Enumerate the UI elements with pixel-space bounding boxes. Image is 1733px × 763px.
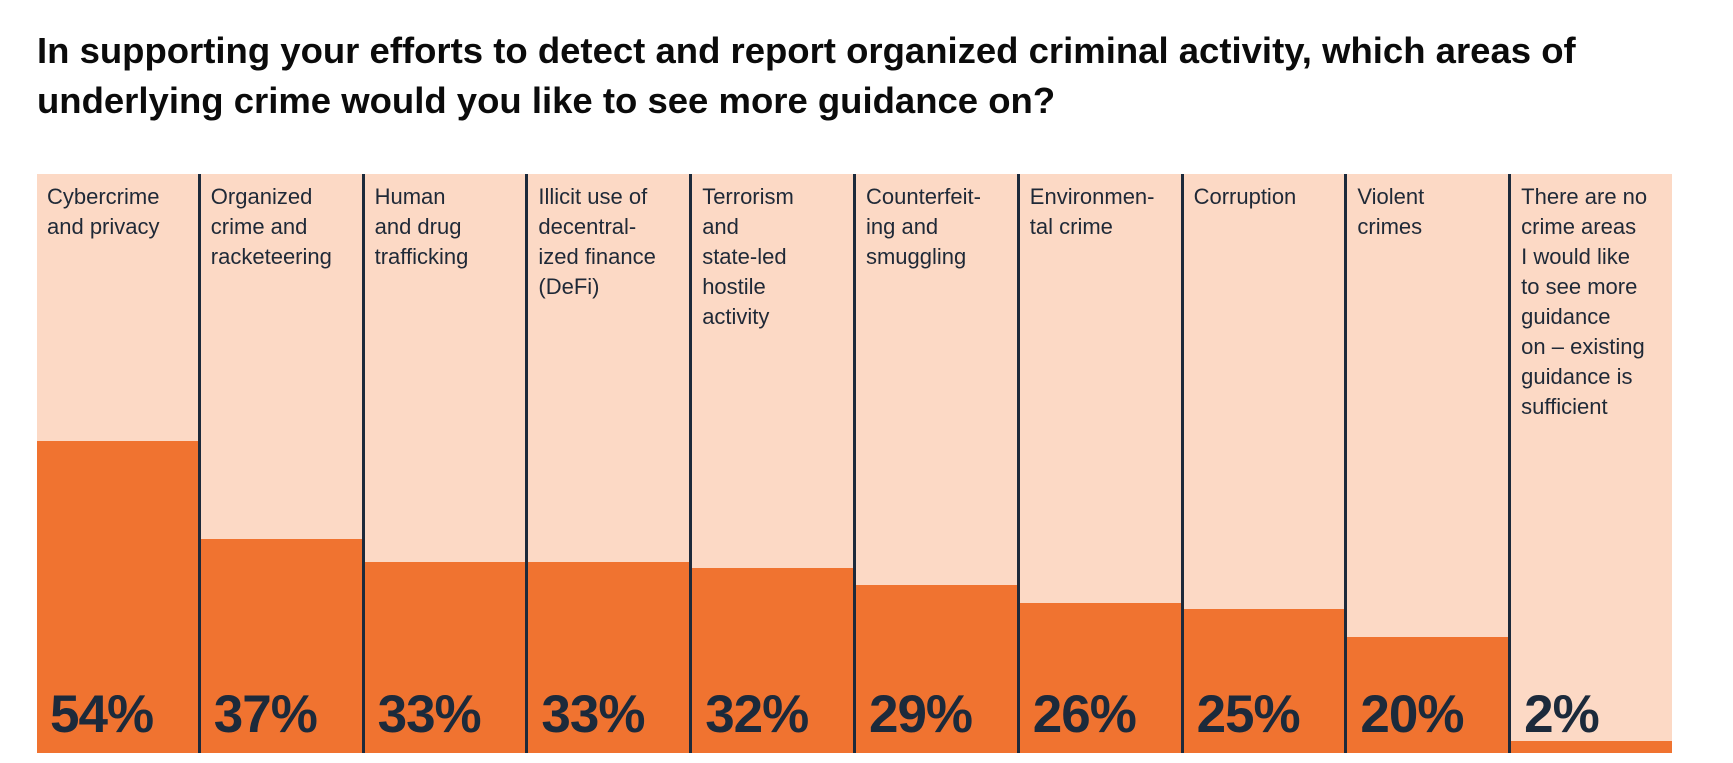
bar-column: Environmen- tal crime 26% xyxy=(1016,174,1181,753)
bar-column: Terrorism and state-led hostile activity… xyxy=(689,174,853,753)
bar-column: Counterfeit- ing and smuggling 29% xyxy=(852,174,1017,753)
value-label: 2% xyxy=(1524,685,1600,744)
category-label: Violent crimes xyxy=(1357,184,1425,239)
bar-column: Organized crime and racketeering 37% xyxy=(197,174,362,753)
category-label: Human and drug trafficking xyxy=(374,184,469,269)
category-label: Corruption xyxy=(1193,184,1297,209)
bar-column: Corruption 25% xyxy=(1180,174,1345,753)
bar xyxy=(528,562,690,753)
category-label: Terrorism and state-led hostile activity xyxy=(702,184,794,329)
bar xyxy=(1183,608,1345,753)
bar-column: Illicit use of decentral- ized finance (… xyxy=(525,174,690,753)
value-label: 26% xyxy=(1032,685,1137,744)
category-label: Counterfeit- ing and smuggling xyxy=(865,184,981,269)
bar xyxy=(364,562,526,753)
bar-column: There are no crime areas I would like to… xyxy=(1508,174,1672,753)
value-label: 33% xyxy=(377,685,482,744)
bar xyxy=(200,539,362,753)
bar-column: Cybercrime and privacy 54% xyxy=(37,174,198,753)
value-label: 29% xyxy=(868,685,973,744)
bar-column: Violent crimes 20% xyxy=(1344,174,1509,753)
value-label: 20% xyxy=(1360,685,1464,744)
bar xyxy=(692,568,853,753)
value-label: 54% xyxy=(50,685,154,744)
bar xyxy=(1511,741,1672,753)
category-label: Organized crime and racketeering xyxy=(210,184,332,269)
bar xyxy=(37,440,198,753)
category-label: Environmen- tal crime xyxy=(1029,184,1155,239)
bar xyxy=(855,585,1017,753)
bar-chart: Cybercrime and privacy 54% Organized crime… xyxy=(37,174,1672,753)
category-label: Cybercrime and privacy xyxy=(47,184,160,239)
value-label: 33% xyxy=(541,685,645,744)
value-label: 37% xyxy=(213,685,318,744)
bar xyxy=(1019,602,1181,753)
chart-title: In supporting your efforts to detect and… xyxy=(37,30,1576,121)
bar xyxy=(1347,637,1509,753)
value-label: 25% xyxy=(1196,685,1301,744)
category-label: Illicit use of decentral- ized finance (… xyxy=(538,184,656,299)
category-label: There are no crime areas I would like to… xyxy=(1521,184,1648,419)
bar-column: Human and drug trafficking 33% xyxy=(361,174,526,753)
value-label: 32% xyxy=(705,685,809,744)
